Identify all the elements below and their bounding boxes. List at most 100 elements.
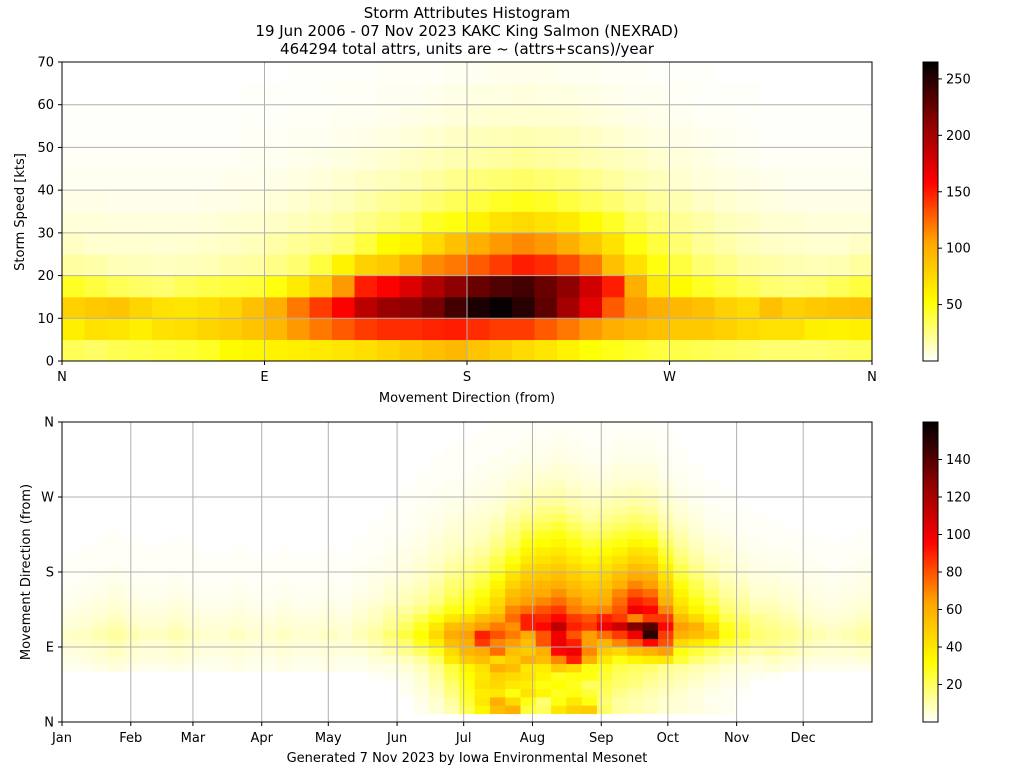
top-heat-cell xyxy=(62,168,85,191)
bottom-heat-cell xyxy=(214,597,231,606)
bottom-heat-cell xyxy=(184,605,200,615)
bottom-heat-cell xyxy=(535,505,552,515)
bottom-heat-cell xyxy=(352,605,369,615)
bottom-heat-cell xyxy=(535,513,552,523)
colorbar-swatch xyxy=(923,109,938,113)
bottom-heat-cell xyxy=(245,588,262,598)
top-heat-cell xyxy=(602,126,625,148)
bottom-heat-cell xyxy=(520,697,537,706)
bottom-heat-cell xyxy=(489,530,506,540)
bottom-heat-cell xyxy=(856,530,873,540)
top-heat-cell xyxy=(444,296,468,319)
bottom-heat-cell xyxy=(642,663,659,673)
top-heat-cell xyxy=(309,126,333,148)
top-heat-cell xyxy=(489,211,513,234)
bottom-x-tick-label: Mar xyxy=(181,731,206,746)
top-heat-cell xyxy=(242,339,265,362)
top-heat-cell xyxy=(107,211,130,234)
top-heat-cell xyxy=(264,147,288,170)
bottom-heat-cell xyxy=(856,613,873,623)
top-heat-cell xyxy=(827,339,850,362)
top-heat-cell xyxy=(692,275,715,298)
bottom-heat-cell xyxy=(275,655,292,665)
bottom-heat-cell xyxy=(749,580,766,590)
bottom-heat-cell xyxy=(428,588,445,598)
top-heat-cell xyxy=(669,62,693,84)
top-heat-cell xyxy=(804,232,828,255)
bottom-heat-cell xyxy=(505,672,521,681)
bottom-heat-cell xyxy=(642,705,659,715)
bottom-heat-cell xyxy=(627,547,644,556)
bottom-heat-cell xyxy=(765,522,781,531)
bottom-heat-cell xyxy=(428,472,445,481)
bottom-heat-cell xyxy=(627,447,644,456)
bottom-heat-cell xyxy=(230,597,246,606)
bottom-heat-cell xyxy=(673,613,689,623)
bottom-heat-cell xyxy=(398,605,414,615)
colorbar-swatch xyxy=(923,106,938,110)
bottom-x-ticks: Jan Feb Mar Apr May Jun Jul Aug Sep Oct Nov Dec xyxy=(51,722,816,746)
bottom-heat-cell xyxy=(535,480,552,490)
bottom-heat-cell xyxy=(765,588,781,598)
top-heat-cell xyxy=(62,254,85,276)
colorbar-swatch xyxy=(923,519,938,523)
colorbar-swatch xyxy=(923,321,938,325)
colorbar-swatch xyxy=(923,199,938,203)
bottom-heat-cell xyxy=(566,630,583,640)
top-heat-cell xyxy=(264,339,288,362)
top-heat-cell xyxy=(242,147,265,170)
colorbar-swatch xyxy=(923,141,938,145)
bottom-x-tick-label: Nov xyxy=(724,731,750,746)
bottom-heat-cell xyxy=(474,547,491,556)
top-heat-cell xyxy=(602,147,625,170)
bottom-heat-cell xyxy=(658,655,674,665)
colorbar-swatch xyxy=(923,487,938,490)
top-heat-cell xyxy=(152,126,175,148)
bottom-heat-cell xyxy=(596,697,613,706)
bottom-heat-cell xyxy=(153,563,170,573)
colorbar-swatch xyxy=(923,288,938,292)
top-heat-cell xyxy=(219,318,243,341)
bottom-heat-cell xyxy=(658,597,674,606)
bottom-heat-cell xyxy=(77,613,93,623)
top-heat-cell xyxy=(669,296,693,319)
bottom-heat-cell xyxy=(413,572,430,581)
colorbar-swatch xyxy=(923,134,938,138)
top-heat-cell xyxy=(107,339,130,362)
top-heat-cell xyxy=(354,104,378,127)
top-heat-cell xyxy=(354,62,378,84)
bottom-heat-cell xyxy=(642,655,659,665)
bottom-heat-cell xyxy=(673,580,689,590)
top-heat-cell xyxy=(647,83,670,106)
bottom-heat-cell xyxy=(352,580,369,590)
bottom-heat-cell xyxy=(780,580,796,590)
bottom-heat-cell xyxy=(535,588,552,598)
top-heat-cell xyxy=(849,168,873,191)
bottom-heat-cell xyxy=(138,572,155,581)
bottom-heat-cell xyxy=(566,430,583,440)
bottom-heat-cell xyxy=(520,430,537,440)
bottom-heat-cell xyxy=(153,555,170,565)
bottom-heat-cell xyxy=(489,472,506,481)
colorbar-swatch xyxy=(923,233,938,237)
bottom-heat-cell xyxy=(474,497,491,506)
top-heat-cell xyxy=(377,211,400,234)
top-y-tick-label: 20 xyxy=(37,269,54,284)
colorbar-swatch xyxy=(923,144,938,148)
bottom-heat-cell xyxy=(642,513,659,523)
bottom-heat-cell xyxy=(520,638,537,648)
bottom-heat-cell xyxy=(658,522,674,531)
bottom-heat-cell xyxy=(780,597,796,606)
top-heat-cell xyxy=(399,168,423,191)
colorbar-swatch xyxy=(923,89,938,93)
bottom-heat-cell xyxy=(688,497,705,506)
bottom-heat-cell xyxy=(520,663,537,673)
top-heat-cell xyxy=(804,190,828,212)
bottom-heat-cell xyxy=(719,597,735,606)
bottom-heat-cell xyxy=(428,530,445,540)
top-heat-cell xyxy=(287,275,310,298)
top-heat-cell xyxy=(489,190,513,212)
bottom-heat-cell xyxy=(413,513,430,523)
bottom-heat-cell xyxy=(107,622,124,631)
top-heat-cell xyxy=(692,190,715,212)
